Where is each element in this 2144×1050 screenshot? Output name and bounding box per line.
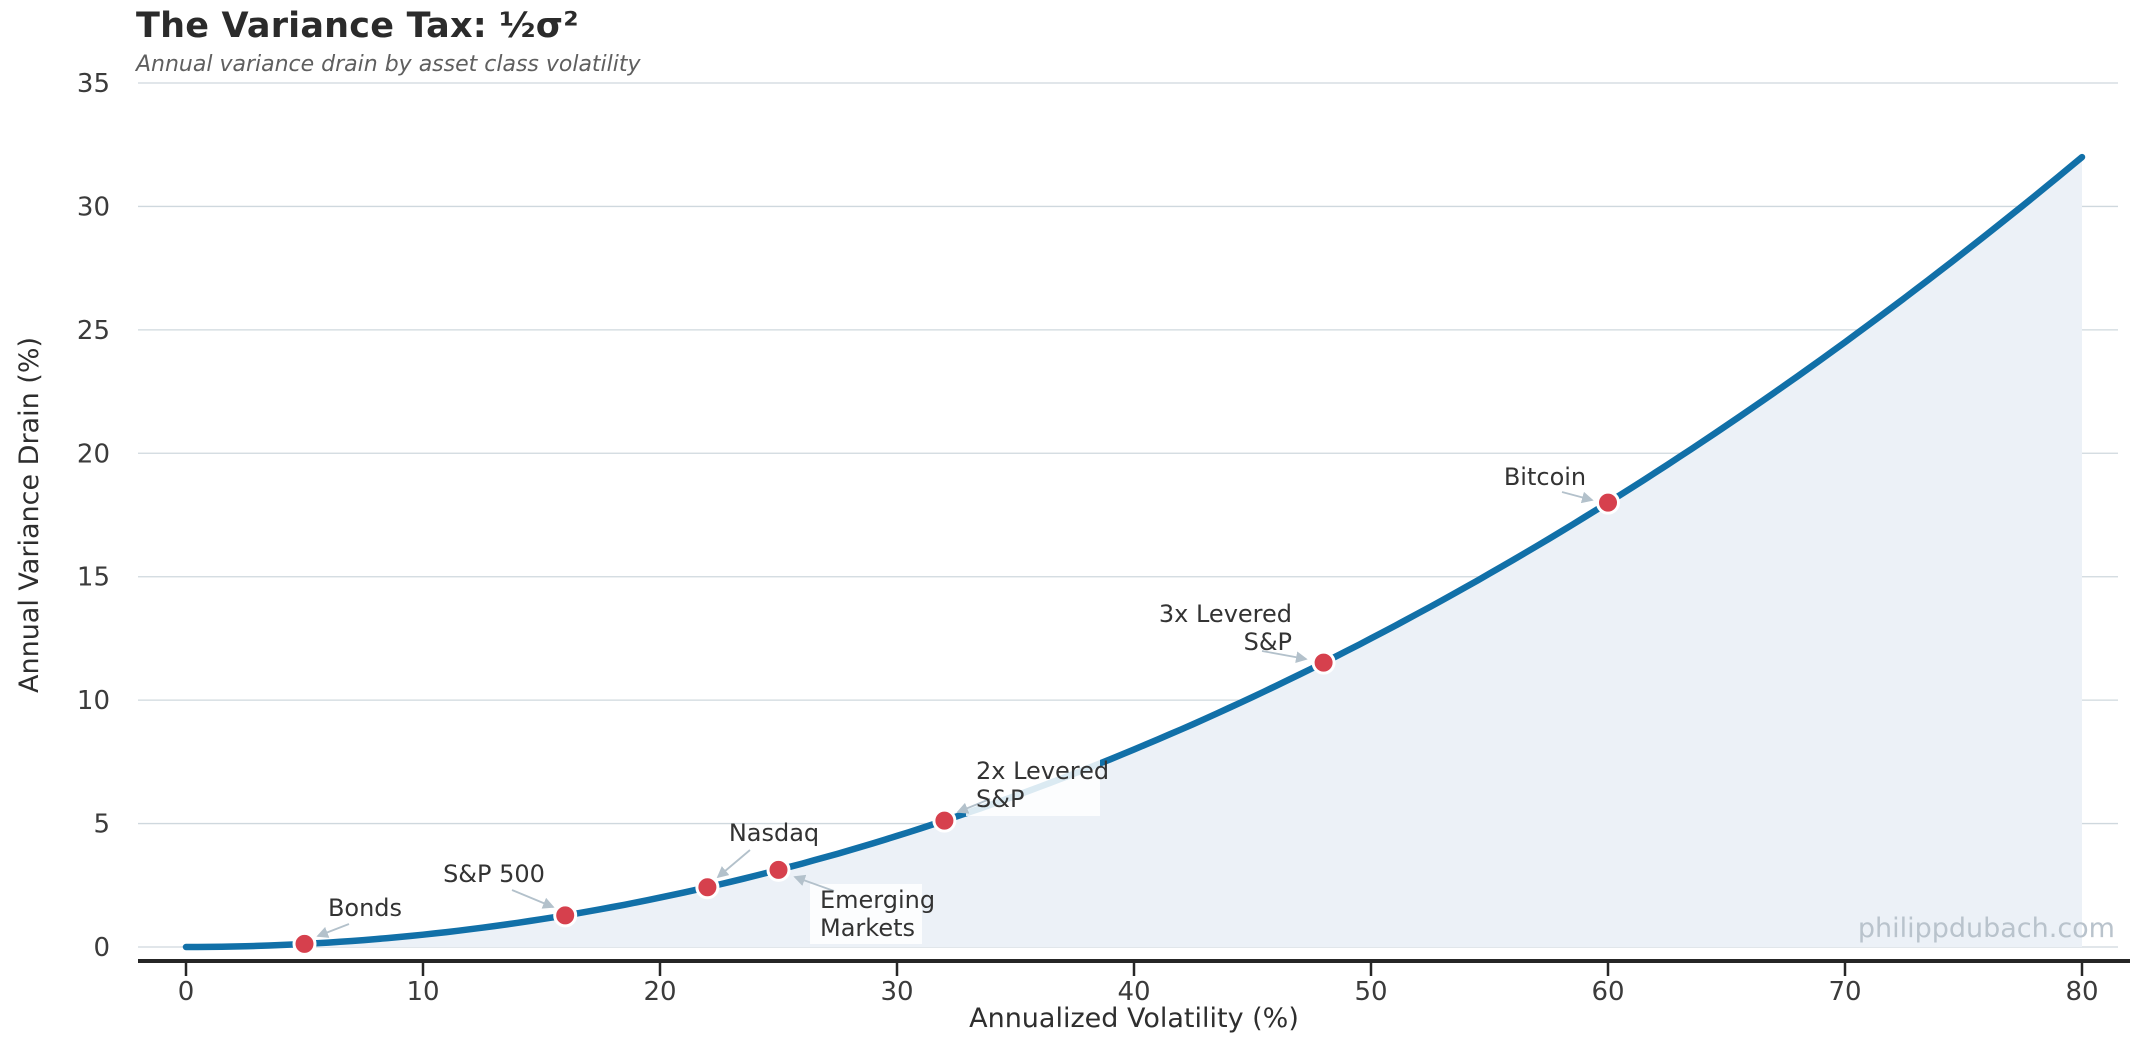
x-tick-label-60: 60: [1591, 977, 1624, 1007]
watermark: philippdubach.com: [1858, 913, 2115, 944]
y-tick-label-25: 25: [77, 316, 110, 346]
x-tick-label-10: 10: [406, 977, 439, 1007]
watermark-group: philippdubach.com: [1858, 913, 2115, 944]
annotation-leader-line: [511, 889, 555, 909]
data-point-nasdaq: [695, 875, 720, 900]
annotation-label: 3x Levered: [1159, 600, 1292, 628]
x-tick-label-20: 20: [643, 977, 676, 1007]
variance-curve: [182, 153, 2086, 951]
y-tick-label-5: 5: [93, 810, 110, 840]
annotation-leader-line: [1561, 491, 1594, 504]
gridlines: [138, 82, 2118, 948]
data-point-2x-levered-s-p: [932, 808, 957, 833]
data-point-emerging-markets: [766, 857, 791, 882]
data-point-bitcoin: [1596, 490, 1620, 515]
x-axis-title: Annualized Volatility (%): [969, 1003, 1299, 1034]
annotation-leader-line: [956, 798, 991, 814]
annotation-leader-line: [316, 923, 350, 938]
data-point-bonds: [292, 931, 317, 956]
y-tick-label-35: 35: [77, 69, 110, 99]
y-tick-label-15: 15: [77, 563, 110, 593]
data-points: [292, 490, 1620, 956]
y-axis-title: Annual Variance Drain (%): [14, 337, 45, 693]
annotation-label: Bitcoin: [1504, 463, 1586, 491]
annotation-label: Emerging: [820, 886, 935, 914]
axes: 0 10 20 30 40 50 60 70 80 0 5 10 15 20 25 30 35 Annualize…: [14, 69, 2130, 1034]
area-fill: [186, 157, 2082, 948]
data-point-3x-levered-s-p: [1311, 650, 1336, 675]
annotation-label: S&P: [976, 785, 1024, 813]
chart-title: The Variance Tax: ½σ²: [136, 6, 579, 46]
annotation-leader-line: [716, 849, 751, 879]
variance-curve-path: [182, 153, 2086, 951]
x-tick-label-30: 30: [880, 977, 913, 1007]
annotation-bg: [966, 756, 1100, 816]
chart-header: The Variance Tax: ½σ² Annual variance dr…: [136, 6, 641, 77]
x-tick-label-0: 0: [178, 977, 195, 1007]
area-under-curve: [186, 157, 2082, 948]
y-tick-label-30: 30: [77, 192, 110, 222]
data-point-s-p-500: [553, 903, 578, 928]
annotation-bg: [810, 884, 922, 944]
annotation-label: Bonds: [328, 894, 402, 922]
annotation-label: Markets: [820, 914, 915, 942]
annotation-leader-line: [793, 874, 835, 892]
x-tick-label-40: 40: [1117, 977, 1150, 1007]
annotation-label: Nasdaq: [729, 819, 819, 847]
y-tick-label-0: 0: [93, 933, 110, 963]
y-tick-label-20: 20: [77, 439, 110, 469]
annotation-leader-line: [1261, 650, 1308, 663]
annotation-label: S&P 500: [443, 860, 545, 888]
x-tick-label-50: 50: [1354, 977, 1387, 1007]
y-tick-label-10: 10: [77, 686, 110, 716]
annotation-label: S&P: [1244, 628, 1292, 656]
chart-subtitle: Annual variance drain by asset class vol…: [136, 52, 641, 77]
annotation-label: 2x Levered: [976, 757, 1109, 785]
x-tick-label-80: 80: [2065, 977, 2098, 1007]
x-tick-label-70: 70: [1828, 977, 1861, 1007]
